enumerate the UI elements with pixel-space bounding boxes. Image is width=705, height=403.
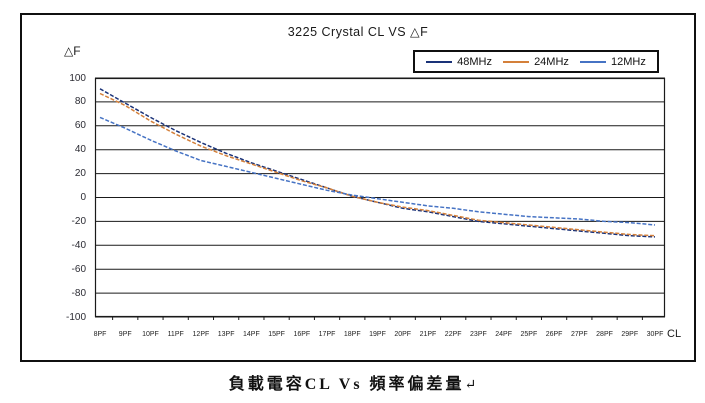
x-tick-label: 24PF: [495, 331, 512, 338]
legend-line-swatch: [580, 60, 607, 63]
y-tick-label: 80: [74, 96, 86, 108]
x-tick-label: 29PF: [621, 331, 639, 338]
x-tick-label: 28PF: [596, 331, 613, 338]
x-tick-label: 10PF: [142, 331, 159, 338]
x-tick-label: 12PF: [192, 331, 210, 338]
legend-item-48mhz: 48MHz: [426, 56, 492, 68]
plot-border: [94, 77, 666, 318]
x-tick-label: 25PF: [520, 331, 538, 338]
plot-area: [94, 77, 666, 320]
y-tick-label: -20: [71, 215, 86, 227]
return-mark-icon: ↵: [464, 378, 477, 393]
y-tick-label: 60: [74, 120, 86, 132]
x-tick-label: 17PF: [318, 331, 336, 338]
caption: 負載電容CL Vs 頻率偏差量↵: [0, 370, 705, 394]
legend-label: 48MHz: [457, 55, 492, 68]
y-tick-label: -60: [71, 263, 86, 275]
x-axis-title: CL: [667, 328, 682, 340]
x-tick-label: 11PF: [167, 331, 184, 338]
x-tick-label: 13PF: [217, 331, 235, 338]
y-tick-label: 40: [74, 144, 86, 156]
y-tick-label: -80: [71, 287, 86, 299]
y-tick-label: 100: [69, 72, 86, 84]
x-tick-label: 20PF: [394, 331, 412, 338]
legend-line-swatch: [426, 60, 453, 63]
legend-item-12mhz: 12MHz: [580, 56, 646, 68]
x-tick-label: 23PF: [470, 331, 487, 338]
series-line-12mhz: [99, 116, 656, 226]
y-axis-title: △F: [64, 44, 81, 58]
legend-item-24mhz: 24MHz: [503, 56, 569, 68]
caption-text: 負載電容CL Vs 頻率偏差量: [228, 376, 465, 393]
y-tick-label: 20: [74, 168, 86, 180]
y-tick-label: -100: [65, 311, 86, 323]
series-line-48mhz: [99, 88, 656, 238]
x-tick-label: 22PF: [444, 331, 462, 338]
legend-label: 24MHz: [534, 55, 569, 68]
x-tick-label: 19PF: [369, 331, 386, 338]
x-tick-label: 27PF: [570, 331, 588, 338]
x-tick-label: 14PF: [242, 331, 260, 338]
x-tick-label: 16PF: [293, 331, 311, 338]
legend-line-swatch: [503, 60, 530, 63]
x-tick-label: 30PF: [646, 331, 664, 338]
legend: 48MHz 24MHz 12MHz: [413, 50, 659, 73]
x-tick-label: 18PF: [343, 331, 361, 338]
y-tick-label: 0: [80, 192, 86, 203]
series-line-24mhz: [99, 92, 656, 237]
x-tick-label: 9PF: [118, 331, 132, 338]
chart-frame: 3225 Crystal CL VS △F △F 48MHz 24MHz 12MHz…: [20, 13, 696, 362]
chart-title: 3225 Crystal CL VS △F: [287, 25, 429, 39]
legend-label: 12MHz: [611, 55, 646, 68]
x-tick-label: 15PF: [268, 331, 285, 338]
plot-canvas: [94, 77, 666, 320]
x-tick-label: 8PF: [93, 331, 107, 338]
x-tick-label: 26PF: [545, 331, 563, 338]
y-tick-label: -40: [71, 239, 86, 251]
x-tick-label: 21PF: [419, 331, 437, 338]
